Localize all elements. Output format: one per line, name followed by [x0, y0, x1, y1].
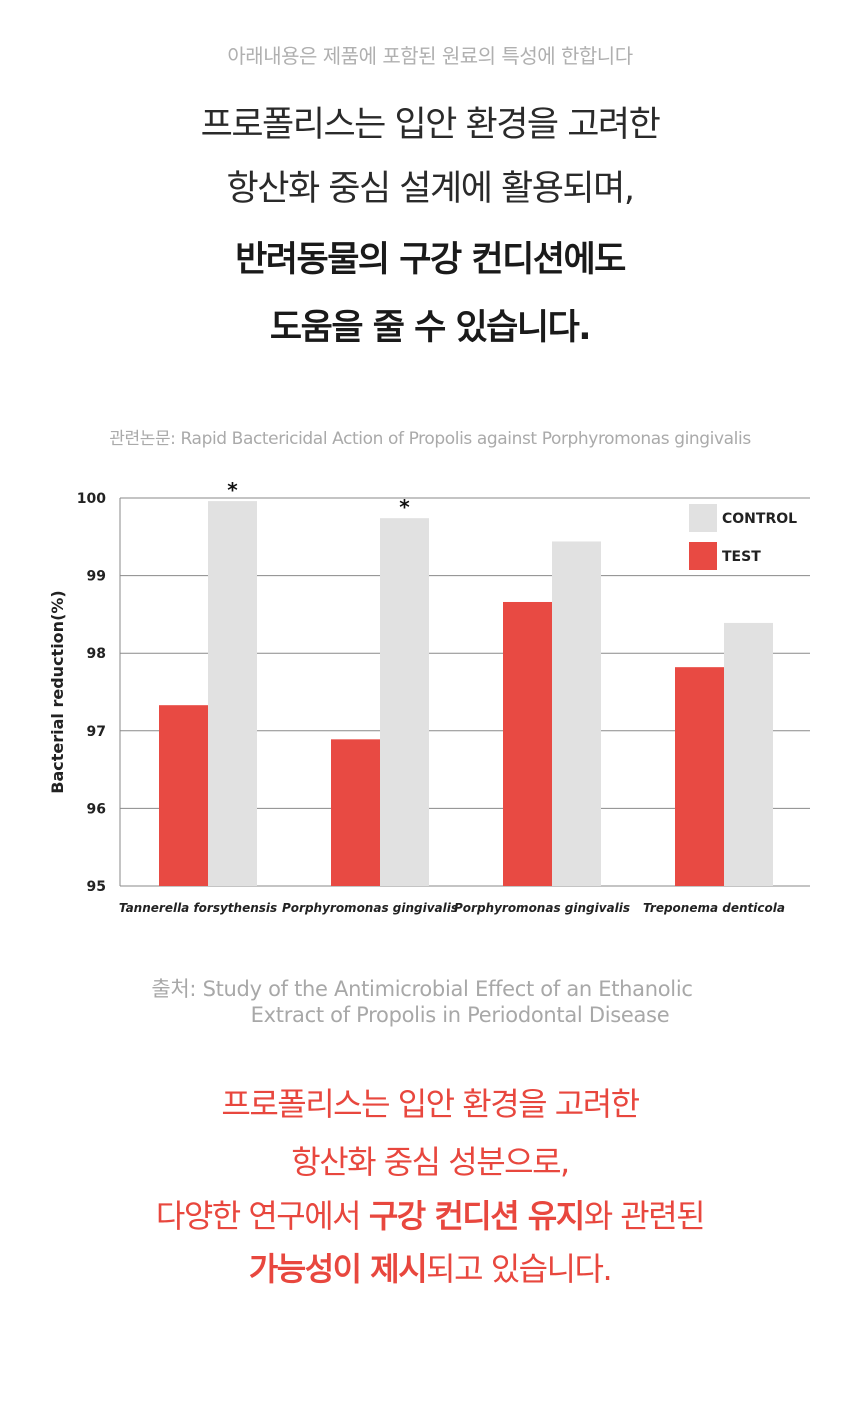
legend-swatch-test	[689, 542, 717, 570]
y-tick-label: 100	[77, 491, 106, 507]
legend-label-test: TEST	[722, 549, 761, 565]
source-line-1: 출처: Study of the Antimicrobial Effect of…	[151, 977, 693, 1001]
bar-control	[380, 518, 429, 886]
x-category-label: Porphyromonas gingivalis	[454, 901, 630, 915]
closing-line-3-part-c: 와 관련된	[583, 1197, 706, 1235]
bar-test	[159, 705, 208, 886]
bar-control	[552, 541, 601, 886]
y-tick-label: 96	[87, 801, 106, 817]
closing-line-1: 프로폴리스는 입안 환경을 고려한	[221, 1085, 640, 1123]
notice-text: 아래내용은 제품에 포함된 원료의 특성에 한합니다	[227, 44, 633, 68]
significance-mark: *	[399, 495, 410, 519]
y-axis-label: Bacterial reduction(%)	[48, 590, 67, 793]
closing-line-3-highlight: 구강 컨디션 유지	[368, 1197, 585, 1235]
y-tick-label: 98	[87, 646, 106, 662]
legend-swatch-control	[689, 504, 717, 532]
y-tick-label: 99	[87, 569, 106, 585]
bar-control	[208, 501, 257, 886]
y-tick-label: 95	[87, 879, 106, 895]
closing-line-2: 항산화 중심 성분으로,	[291, 1143, 570, 1181]
y-tick-label: 97	[87, 724, 106, 740]
bar-test	[503, 601, 552, 886]
headline-line-1: 프로폴리스는 입안 환경을 고려한	[200, 105, 661, 145]
bar-test	[675, 667, 724, 886]
x-category-label: Porphyromonas gingivalis	[282, 901, 458, 915]
closing-line-4-highlight: 가능성이 제시	[248, 1250, 428, 1288]
bar-test	[331, 739, 380, 886]
headline-line-3: 반려동물의 구강 컨디션에도	[235, 240, 626, 280]
headline-line-4: 도움을 줄 수 있습니다.	[269, 308, 592, 348]
significance-mark: *	[227, 478, 238, 502]
closing-line-4: 가능성이 제시되고 있습니다.	[0, 1253, 860, 1285]
x-category-label: Tannerella forsythensis	[119, 901, 277, 915]
source-line-2: Extract of Propolis in Periodontal Disea…	[250, 1003, 670, 1027]
bacterial-reduction-chart: 95 96 97 98 99 100 Bacterial reduction(%) * Tann…	[48, 478, 810, 915]
reference-paper: 관련논문: Rapid Bactericidal Action of Propo…	[109, 429, 751, 449]
legend-label-control: CONTROL	[722, 511, 797, 527]
closing-line-3-part-a: 다양한 연구에서	[155, 1197, 369, 1235]
closing-line-4-part-b: 되고 있습니다.	[426, 1250, 612, 1288]
closing-line-3: 다양한 연구에서 구강 컨디션 유지와 관련된	[0, 1200, 860, 1232]
bar-control	[724, 622, 773, 886]
headline-line-2: 항산화 중심 설계에 활용되며,	[226, 169, 635, 209]
x-category-label: Treponema denticola	[643, 901, 785, 915]
